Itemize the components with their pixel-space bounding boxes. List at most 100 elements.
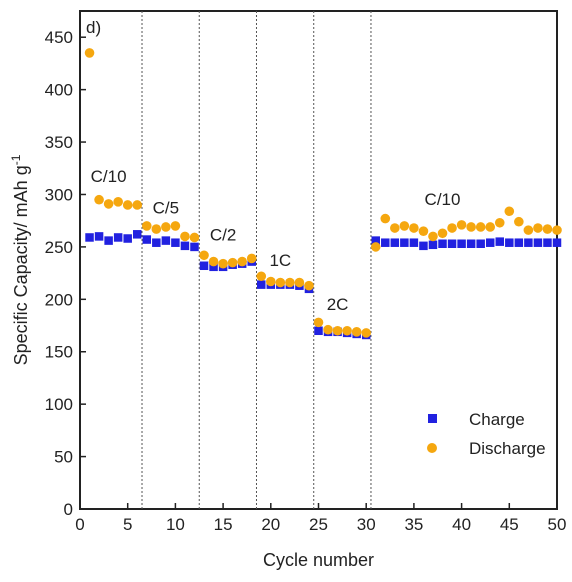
charge-point (257, 280, 266, 289)
charge-point (524, 238, 533, 247)
discharge-point (208, 256, 219, 267)
x-tick-label: 35 (404, 515, 423, 534)
charge-point (209, 262, 218, 272)
discharge-point (514, 216, 524, 227)
discharge-point (552, 225, 562, 235)
x-tick-label: 15 (214, 515, 233, 534)
charge-point (552, 238, 562, 247)
discharge-point (428, 231, 438, 242)
y-tick-label: 300 (45, 185, 73, 204)
rate-label: C/2 (210, 226, 236, 245)
discharge-point (533, 223, 543, 233)
discharge-point (122, 200, 133, 210)
legend-discharge-label: Discharge (469, 439, 546, 458)
charge-point (142, 235, 152, 244)
charge-point (161, 236, 171, 245)
discharge-point (285, 277, 295, 288)
discharge-point (504, 206, 515, 217)
charge-point (314, 326, 323, 336)
discharge-point (84, 48, 95, 58)
charge-point (390, 238, 400, 247)
charge-point (85, 233, 94, 242)
discharge-point (294, 277, 305, 288)
discharge-point (304, 280, 314, 291)
discharge-point (390, 223, 400, 233)
discharge-point (180, 231, 190, 242)
discharge-point (94, 194, 104, 205)
discharge-point (132, 200, 143, 210)
legend: Charge Discharge (427, 410, 546, 458)
discharge-point (332, 325, 343, 336)
discharge-point (437, 228, 448, 239)
discharge-point (246, 253, 257, 264)
y-tick-label: 350 (45, 133, 73, 152)
charge-point (447, 239, 457, 248)
discharge-point (141, 221, 152, 231)
discharge-point (409, 223, 419, 233)
discharge-point (266, 276, 276, 287)
discharge-point (161, 222, 171, 232)
rate-annotations: C/10 C/5 C/2 1C 2C C/10 (91, 167, 461, 314)
legend-discharge-marker (427, 443, 437, 453)
discharge-point (456, 220, 467, 230)
rate-label: 1C (269, 251, 291, 270)
charge-point (171, 238, 180, 247)
discharge-point (418, 226, 429, 236)
charge-point (505, 238, 514, 247)
discharge-point (275, 277, 286, 288)
discharge-point (447, 223, 457, 233)
y-tick-label: 50 (54, 448, 73, 467)
charge-point (113, 233, 123, 242)
discharge-point (218, 258, 228, 269)
charge-point (485, 238, 495, 247)
charge-point (400, 238, 409, 247)
charge-point (152, 238, 161, 247)
charge-point (132, 230, 142, 239)
y-tick-label: 0 (64, 500, 73, 519)
charge-point (428, 240, 438, 250)
y-axis-ticks: 0 50 100 150 200 250 300 350 400 450 (45, 28, 86, 519)
x-tick-label: 45 (500, 515, 519, 534)
discharge-point (370, 242, 381, 252)
y-tick-label: 250 (45, 238, 73, 257)
y-axis-title: Specific Capacity/ mAh g-1 (9, 154, 31, 365)
rate-label: C/10 (425, 190, 461, 209)
charge-point (533, 238, 543, 247)
discharge-point (256, 271, 267, 282)
rate-boundary-lines (141, 11, 372, 509)
plot-frame (79, 10, 558, 510)
rate-label: 2C (327, 295, 349, 314)
y-axis-title-superscript: -1 (9, 154, 23, 165)
discharge-point (485, 222, 496, 232)
discharge-point (103, 199, 114, 209)
rate-label: C/10 (91, 167, 127, 186)
y-axis-title-main: Specific Capacity/ mAh g (11, 165, 31, 365)
x-axis-ticks: 0 5 10 15 20 25 30 35 40 45 50 (75, 503, 566, 534)
discharge-point (399, 221, 410, 231)
legend-charge-marker (428, 414, 437, 423)
discharge-point (342, 325, 352, 336)
discharge-point (361, 328, 372, 338)
discharge-point (380, 213, 391, 224)
charge-point (190, 242, 199, 252)
charge-point (419, 241, 428, 251)
legend-charge-label: Charge (469, 410, 525, 429)
discharge-point (351, 327, 362, 337)
discharge-point (475, 222, 486, 232)
charge-point (199, 261, 209, 271)
charge-point (466, 239, 476, 248)
discharge-point (199, 250, 209, 261)
charge-point (476, 239, 485, 248)
discharge-point (542, 224, 553, 234)
discharge-point (323, 324, 333, 335)
panel-label: d) (86, 18, 101, 37)
rate-label: C/5 (153, 198, 179, 217)
charge-point (371, 236, 380, 245)
charge-point (409, 238, 419, 247)
x-tick-label: 30 (357, 515, 376, 534)
discharge-point (237, 256, 247, 267)
discharge-point (523, 225, 534, 235)
discharge-point (151, 224, 162, 234)
charge-point (381, 238, 390, 247)
